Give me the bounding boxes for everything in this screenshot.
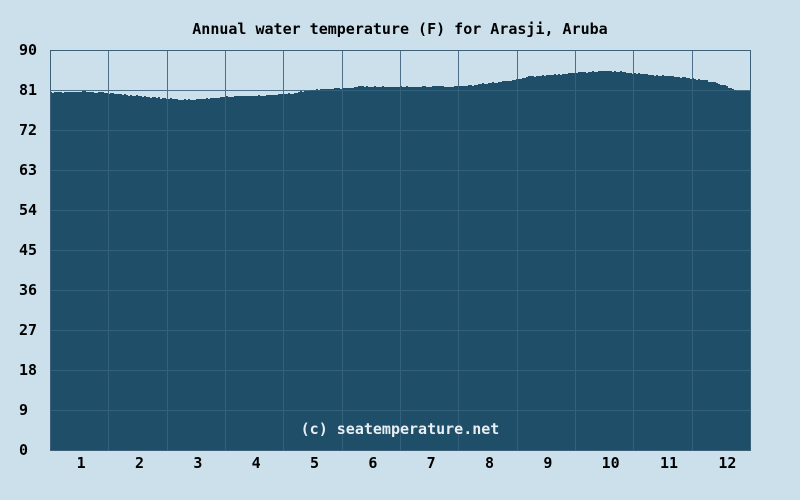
- y-tick-label: 36: [19, 281, 38, 299]
- x-tick-label: 3: [193, 454, 203, 472]
- y-tick-label: 63: [19, 161, 38, 179]
- x-tick-label: 1: [76, 454, 86, 472]
- grid-over-layer: [50, 71, 750, 450]
- x-tick-label: 8: [485, 454, 495, 472]
- watermark: (c) seatemperature.net: [300, 420, 500, 438]
- y-tick-label: 0: [19, 441, 29, 459]
- chart-title: Annual water temperature (F) for Arasji,…: [192, 20, 608, 38]
- y-tick-label: 72: [19, 121, 38, 139]
- x-tick-label: 5: [310, 454, 320, 472]
- y-tick-label: 90: [19, 41, 38, 59]
- x-tick-label: 2: [135, 454, 145, 472]
- x-tick-label: 10: [601, 454, 620, 472]
- y-tick-label: 18: [19, 361, 38, 379]
- y-tick-label: 45: [19, 241, 38, 259]
- plot-border: [50, 50, 751, 451]
- y-tick-label: 27: [19, 321, 38, 339]
- x-tick-label: 12: [718, 454, 737, 472]
- x-tick-label: 11: [660, 454, 679, 472]
- y-tick-label: 54: [19, 201, 38, 219]
- x-tick-label: 6: [368, 454, 378, 472]
- x-tick-label: 4: [251, 454, 261, 472]
- y-tick-label: 81: [19, 81, 38, 99]
- x-tick-label: 9: [543, 454, 553, 472]
- y-tick-label: 9: [19, 401, 29, 419]
- x-tick-label: 7: [426, 454, 436, 472]
